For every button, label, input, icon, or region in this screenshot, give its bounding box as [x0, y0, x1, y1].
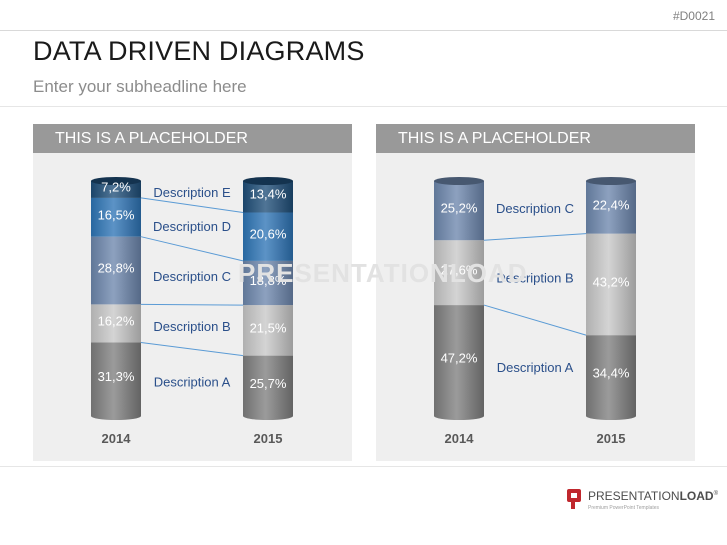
top-divider: [0, 30, 727, 31]
category-label-2014: 2014: [445, 431, 475, 446]
brand-logo-icon: [567, 489, 581, 509]
slide-title: DATA DRIVEN DIAGRAMS: [33, 36, 365, 66]
data-label: 20,6%: [250, 227, 287, 242]
stacked-bar-chart-left: 31,3% 16,2% 28,8% 16,5% 7,2% 2014 25,7% 21,5% 18…: [91, 177, 293, 446]
data-label: 16,2%: [98, 313, 135, 328]
brand-name: PRESENTATIONLOAD®: [588, 489, 718, 503]
stacked-bar-chart-right: 47,2% 27,6% 25,2% 2014 34,4% 43,2% 22,4% 2015 De…: [434, 177, 636, 446]
series-label-description-d: Description D: [153, 219, 231, 234]
chart-title: THIS IS A PLACEHOLDER: [33, 124, 352, 153]
data-label: 31,3%: [98, 369, 135, 384]
bar-2014: 31,3% 16,2% 28,8% 16,5% 7,2%: [91, 177, 141, 420]
bar-segment-description-c-2015: [586, 181, 636, 234]
series-label-description-a: Description A: [497, 360, 574, 375]
bar-segment-description-d-2015: [243, 212, 293, 261]
data-label: 16,5%: [98, 207, 135, 222]
bar-segment-description-b-2015: [586, 233, 636, 336]
bar-2015: 34,4% 43,2% 22,4%: [586, 177, 636, 420]
bar-segment-description-a-2014: [91, 342, 141, 416]
brand-tagline: Premium PowerPoint Templates: [588, 505, 660, 511]
bar-segment-description-b-2014: [434, 240, 484, 306]
bar-top: [243, 177, 293, 185]
data-label: 34,4%: [593, 366, 630, 381]
data-label: 25,7%: [250, 376, 287, 391]
series-label-description-c: Description C: [496, 201, 574, 216]
series-label-description-b: Description B: [496, 271, 573, 286]
data-label: 25,2%: [441, 201, 478, 216]
bar-top: [91, 177, 141, 185]
document-id: #D0021: [672, 9, 715, 23]
bar-base: [586, 412, 636, 420]
bar-base: [434, 412, 484, 420]
chart-panel-left: THIS IS A PLACEHOLDER 31,3% 16,2% 28,8% 16,…: [33, 124, 352, 461]
bar-segment-description-a-2014: [434, 305, 484, 416]
bar-2015: 25,7% 21,5% 18,8% 20,6% 13,4%: [243, 177, 293, 420]
bar-segment-description-c-2014: [91, 236, 141, 305]
watermark: PRESENTATIONLOAD: [238, 258, 528, 288]
data-label: 18,8%: [250, 273, 287, 288]
footer-divider: [0, 466, 727, 467]
connector-line: [140, 303, 244, 306]
bar-2014: 47,2% 27,6% 25,2%: [434, 177, 484, 420]
bar-base: [243, 412, 293, 420]
bar-segment-description-b-2015: [243, 305, 293, 356]
bar-segment-description-d-2014: [91, 197, 141, 237]
data-label: 13,4%: [250, 187, 287, 202]
series-label-description-c: Description C: [153, 269, 231, 284]
bar-top: [586, 177, 636, 185]
bar-segment-description-b-2014: [91, 304, 141, 343]
bar-top: [434, 177, 484, 185]
data-label: 43,2%: [593, 274, 630, 289]
connector-line: [483, 233, 587, 241]
bar-segment-description-c-2015: [243, 260, 293, 306]
category-label-2015: 2015: [254, 431, 283, 446]
connector-line: [140, 197, 244, 213]
connector-line: [483, 304, 587, 336]
slide-subtitle: Enter your subheadline here: [33, 77, 247, 96]
bar-segment-description-e-2014: [91, 181, 141, 198]
connector-line: [140, 341, 244, 357]
bar-segment-description-e-2015: [243, 181, 293, 213]
series-label-description-b: Description B: [153, 319, 230, 334]
connector-line: [140, 236, 244, 262]
data-label: 28,8%: [98, 261, 135, 276]
brand-logo: PRESENTATIONLOAD® Premium PowerPoint Tem…: [566, 487, 718, 516]
bar-base: [91, 412, 141, 420]
chart-title: THIS IS A PLACEHOLDER: [376, 124, 695, 153]
data-label: 7,2%: [101, 179, 131, 194]
data-label: 22,4%: [593, 197, 630, 212]
category-label-2015: 2015: [597, 431, 626, 446]
bar-segment-description-a-2015: [243, 355, 293, 416]
chart-panel-right: THIS IS A PLACEHOLDER 47,2% 27,6% 25,2% 201…: [376, 124, 695, 461]
series-label-description-e: Description E: [153, 185, 231, 200]
bar-segment-description-c-2014: [434, 181, 484, 241]
header-divider: [0, 106, 727, 107]
bar-segment-description-a-2015: [586, 335, 636, 416]
category-label-2014: 2014: [102, 431, 132, 446]
data-label: 47,2%: [441, 351, 478, 366]
series-label-description-a: Description A: [154, 375, 231, 390]
data-label: 27,6%: [441, 263, 478, 278]
data-label: 21,5%: [250, 320, 287, 335]
